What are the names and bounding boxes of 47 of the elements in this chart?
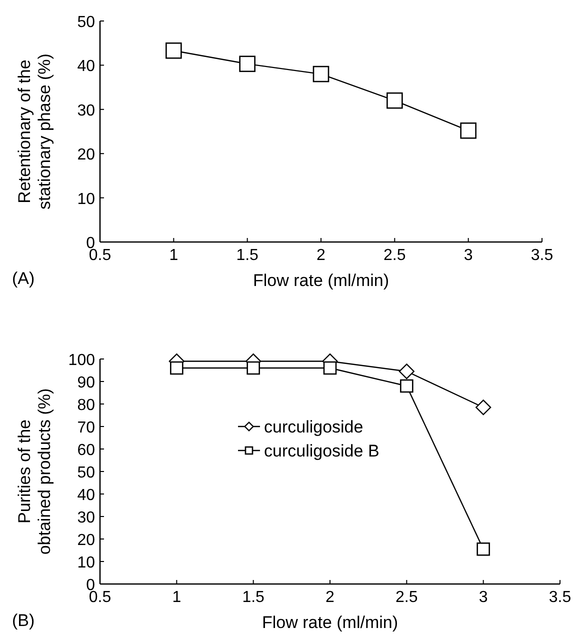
y-tick-label: 80 [77,397,96,414]
x-axis-title: Flow rate (ml/min) [252,271,390,290]
point [476,542,490,556]
x-tick-label: 3 [464,247,473,264]
point [460,122,476,139]
x-tick-label: 3 [478,589,488,606]
point [170,361,184,375]
y-tick-label: 20 [77,146,96,164]
point [400,379,414,393]
y-axis-title: Retentionary of the stationary phase (%) [15,54,54,210]
x-tick-label: 2.5 [384,247,406,264]
y-tick-label: 20 [77,532,96,549]
x-tick-label: 1.5 [236,247,259,264]
point [166,42,182,59]
x-tick-label: 1.5 [242,589,265,606]
point [239,56,256,72]
legend-label: curculigoside [264,418,364,436]
point [398,364,414,380]
x-tick-label: 3.5 [530,247,554,264]
x-tick-label: 2.5 [396,589,418,606]
x-tick-label: 1 [172,589,182,606]
x-tick-label: 3.5 [548,589,572,606]
legend-label: curculigoside B [264,442,380,460]
y-tick-label: 40 [77,487,96,504]
y-tick-label: 50 [77,14,96,31]
x-tick-label: 2 [326,589,335,606]
point [323,361,337,375]
point [246,361,260,375]
x-axis-title: Flow rate (ml/min) [262,613,398,632]
y-tick-label: 10 [77,190,96,208]
text: (B) [12,611,35,630]
point [476,400,492,416]
y-tick-label: 10 [77,554,96,572]
y-tick-label: 90 [77,374,96,392]
x-tick-label: 1 [169,247,178,264]
x-tick-label: 2 [316,247,326,264]
point [386,92,403,109]
y-tick-label: 70 [77,420,96,436]
y-tick-label: 60 [77,442,96,459]
y-tick-label: 50 [77,464,96,482]
y-tick-label: 100 [68,352,96,369]
y-tick-label: 30 [77,510,96,526]
y-axis-title: Purities of the obtained products (%) [15,388,54,555]
text: (A) [12,269,35,288]
point [312,66,330,82]
y-tick-label: 30 [77,102,96,120]
y-tick-label: 40 [77,58,96,76]
